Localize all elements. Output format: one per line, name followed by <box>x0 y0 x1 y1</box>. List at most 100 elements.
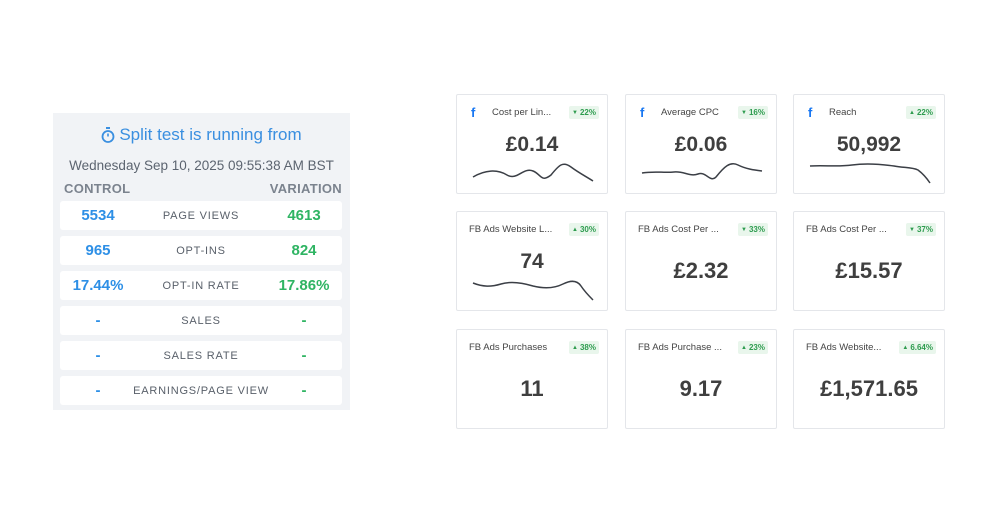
change-badge: ▼ 37% <box>906 223 936 236</box>
facebook-icon: f <box>640 105 645 120</box>
card-header: FB Ads Cost Per ... ▼ 37% <box>806 223 936 237</box>
control-value: - <box>95 382 101 399</box>
change-badge: ▼ 16% <box>738 106 768 119</box>
kpi-card-purchase-roas[interactable]: FB Ads Purchase ... ▲ 23% 9.17 <box>625 329 777 429</box>
control-value: - <box>95 347 101 364</box>
change-badge: ▲ 38% <box>569 341 599 354</box>
card-header: f Cost per Lin... ▼ 22% <box>469 106 599 120</box>
trend-down-icon: ▼ <box>741 227 747 233</box>
change-percent: 22% <box>579 108 596 117</box>
variation-value: - <box>301 347 307 364</box>
card-title: FB Ads Cost Per ... <box>638 224 719 235</box>
kpi-card-cost-per-link-click[interactable]: f Cost per Lin... ▼ 22% £0.14 <box>456 94 608 194</box>
change-percent: 38% <box>579 343 596 352</box>
trend-up-icon: ▲ <box>741 345 747 351</box>
change-badge: ▲ 30% <box>569 223 599 236</box>
card-value: £2.32 <box>673 258 729 283</box>
card-header: FB Ads Purchases ▲ 38% <box>469 341 599 355</box>
trend-down-icon: ▼ <box>741 110 747 116</box>
split-test-title-text: Split test is running from <box>119 125 302 144</box>
control-value: 5534 <box>81 207 115 224</box>
metric-label: OPT-IN RATE <box>162 279 240 292</box>
card-title: FB Ads Purchases <box>469 342 548 353</box>
card-title: FB Ads Website... <box>806 342 882 353</box>
change-percent: 37% <box>916 225 933 234</box>
card-value: £15.57 <box>835 258 903 283</box>
kpi-card-purchases[interactable]: FB Ads Purchases ▲ 38% 11 <box>456 329 608 429</box>
metric-row-page-views: 5534 PAGE VIEWS 4613 <box>60 201 342 230</box>
change-percent: 30% <box>579 225 596 234</box>
trend-up-icon: ▲ <box>572 345 578 351</box>
card-title: Average CPC <box>661 107 719 118</box>
metric-label: PAGE VIEWS <box>162 209 240 222</box>
variation-value: 4613 <box>287 207 321 224</box>
kpi-card-website-purchase-value[interactable]: FB Ads Website... ▲ 6.64% £1,571.65 <box>793 329 945 429</box>
variation-value: 17.86% <box>278 277 330 294</box>
card-value: 9.17 <box>679 376 723 401</box>
metric-row-sales: - SALES - <box>60 306 342 335</box>
trend-up-icon: ▲ <box>572 227 578 233</box>
card-value: £1,571.65 <box>820 376 918 401</box>
metric-row-earnings-per-page-view: - EARNINGS/PAGE VIEW - <box>60 376 342 405</box>
change-percent: 33% <box>748 225 765 234</box>
card-value: 11 <box>520 376 544 401</box>
card-header: FB Ads Website... ▲ 6.64% <box>806 341 936 355</box>
card-header: f Reach ▲ 22% <box>806 106 936 120</box>
card-title: Reach <box>829 107 857 118</box>
control-value: 965 <box>85 242 111 259</box>
card-value: £0.06 <box>674 133 728 156</box>
facebook-icon: f <box>471 105 476 120</box>
card-header: FB Ads Cost Per ... ▼ 33% <box>638 223 768 237</box>
change-percent: 22% <box>916 108 933 117</box>
sparkline <box>472 280 594 301</box>
card-title: Cost per Lin... <box>492 107 552 118</box>
change-badge: ▲ 22% <box>906 106 936 119</box>
change-percent: 23% <box>748 343 765 352</box>
trend-up-icon: ▲ <box>902 345 909 351</box>
variation-value: 824 <box>291 242 317 259</box>
variation-value: - <box>301 312 307 329</box>
card-header: FB Ads Website L... ▲ 30% <box>469 223 599 237</box>
card-title: FB Ads Cost Per ... <box>806 224 887 235</box>
trend-up-icon: ▲ <box>909 110 915 116</box>
card-title: FB Ads Website L... <box>469 224 553 235</box>
sparkline <box>809 163 931 184</box>
change-badge: ▲ 6.64% <box>899 341 936 354</box>
kpi-card-reach[interactable]: f Reach ▲ 22% 50,992 <box>793 94 945 194</box>
metric-rows: 5534 PAGE VIEWS 4613 965 OPT-INS 824 17.… <box>60 201 342 411</box>
kpi-card-website-landing-views[interactable]: FB Ads Website L... ▲ 30% 74 <box>456 211 608 311</box>
sparkline <box>641 163 763 180</box>
variation-column-header: VARIATION <box>269 181 342 196</box>
control-value: 17.44% <box>72 277 124 294</box>
metric-row-sales-rate: - SALES RATE - <box>60 341 342 370</box>
trend-down-icon: ▼ <box>572 110 578 116</box>
metric-label: OPT-INS <box>176 244 226 257</box>
control-column-header: CONTROL <box>64 181 131 196</box>
split-test-date: Wednesday Sep 10, 2025 09:55:38 AM BST <box>69 158 334 173</box>
kpi-card-cost-per-result-2[interactable]: FB Ads Cost Per ... ▼ 37% £15.57 <box>793 211 945 311</box>
change-percent: 6.64% <box>910 343 933 352</box>
sparkline <box>472 163 594 182</box>
change-badge: ▼ 22% <box>569 106 599 119</box>
split-test-title: Split test is running from <box>53 125 350 148</box>
card-title: FB Ads Purchase ... <box>638 342 722 353</box>
metric-label: EARNINGS/PAGE VIEW <box>133 384 269 397</box>
control-value: - <box>95 312 101 329</box>
trend-down-icon: ▼ <box>909 227 915 233</box>
metric-label: SALES RATE <box>163 349 239 362</box>
metric-row-opt-in-rate: 17.44% OPT-IN RATE 17.86% <box>60 271 342 300</box>
card-value: £0.14 <box>505 133 559 156</box>
change-percent: 16% <box>748 108 765 117</box>
card-header: f Average CPC ▼ 16% <box>638 106 768 120</box>
change-badge: ▼ 33% <box>738 223 768 236</box>
card-value: 50,992 <box>836 133 902 156</box>
metric-label: SALES <box>181 314 221 327</box>
change-badge: ▲ 23% <box>738 341 768 354</box>
variation-value: - <box>301 382 307 399</box>
card-header: FB Ads Purchase ... ▲ 23% <box>638 341 768 355</box>
split-test-panel: Split test is running from Wednesday Sep… <box>53 113 350 410</box>
stopwatch-icon <box>101 127 115 148</box>
kpi-card-cost-per-result-1[interactable]: FB Ads Cost Per ... ▼ 33% £2.32 <box>625 211 777 311</box>
kpi-card-average-cpc[interactable]: f Average CPC ▼ 16% £0.06 <box>625 94 777 194</box>
card-value: 74 <box>520 250 544 273</box>
